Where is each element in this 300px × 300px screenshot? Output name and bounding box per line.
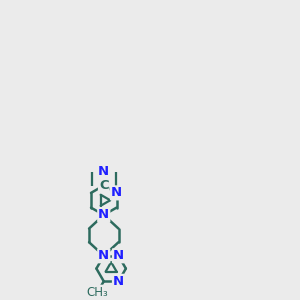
Text: N: N bbox=[113, 249, 124, 262]
Text: N: N bbox=[98, 208, 109, 221]
Text: CH₃: CH₃ bbox=[87, 286, 108, 298]
Text: C: C bbox=[99, 179, 109, 192]
Text: N: N bbox=[113, 275, 124, 288]
Text: N: N bbox=[111, 186, 122, 200]
Text: N: N bbox=[98, 165, 109, 178]
Text: N: N bbox=[98, 249, 109, 262]
